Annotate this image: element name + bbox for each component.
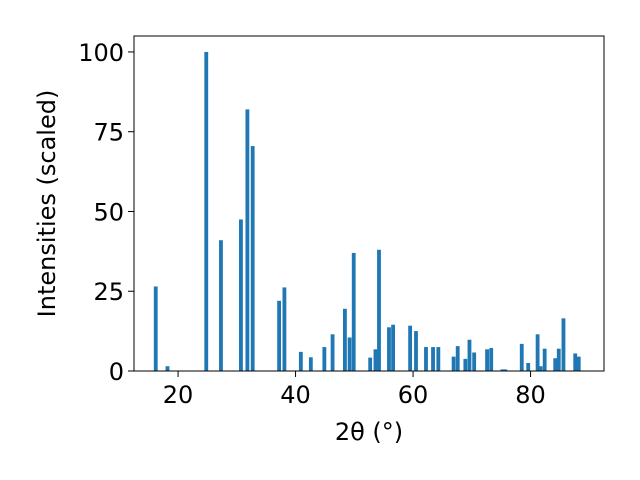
bar — [391, 324, 395, 371]
x-tick-label: 80 — [515, 381, 546, 409]
x-tick-label: 40 — [280, 381, 311, 409]
bar — [472, 352, 477, 371]
bars — [153, 51, 581, 371]
bar — [298, 351, 303, 371]
bar — [535, 334, 540, 371]
bar — [347, 337, 352, 371]
bar — [542, 348, 547, 371]
bar — [387, 327, 391, 371]
bar — [485, 349, 489, 371]
bar — [282, 287, 287, 371]
bar — [519, 343, 524, 371]
bar — [431, 347, 435, 371]
bar — [377, 249, 381, 371]
bar — [451, 356, 456, 371]
bar — [343, 308, 347, 371]
x-axis-label: 2θ (°) — [335, 418, 403, 446]
bar — [573, 353, 578, 371]
bar — [239, 219, 243, 371]
bar — [455, 346, 460, 371]
bar — [330, 334, 335, 371]
y-tick-label: 0 — [109, 358, 124, 386]
bar — [503, 369, 508, 371]
bar — [489, 348, 494, 371]
plot-frame — [133, 35, 605, 372]
bar — [368, 357, 373, 371]
bar — [538, 366, 543, 371]
y-tick-label: 100 — [78, 39, 124, 67]
y-tick-label: 25 — [93, 278, 124, 306]
bar — [414, 331, 418, 371]
bar — [556, 348, 561, 371]
bar — [424, 347, 428, 371]
bar — [463, 358, 468, 371]
bar — [204, 51, 209, 371]
bar — [351, 252, 356, 371]
bar — [219, 240, 223, 371]
bar — [373, 349, 378, 371]
y-tick-label: 75 — [93, 119, 124, 147]
bar — [500, 369, 505, 371]
bar — [408, 325, 413, 371]
bar — [308, 357, 313, 371]
y-tick-label: 50 — [93, 198, 124, 226]
bar — [250, 146, 255, 371]
bar — [165, 366, 170, 371]
bar — [526, 363, 531, 371]
x-tick-label: 60 — [398, 381, 429, 409]
bar — [322, 347, 327, 371]
y-axis-ticks: 0 25 50 75 100 — [78, 39, 134, 386]
bar — [277, 300, 282, 371]
bar — [245, 109, 250, 371]
bar — [153, 286, 158, 371]
bar — [436, 347, 441, 371]
bar — [576, 356, 581, 371]
x-axis-ticks: 20 40 60 80 — [163, 371, 546, 409]
bar — [553, 358, 558, 371]
bar — [467, 339, 472, 371]
y-axis-label: Intensities (scaled) — [33, 90, 61, 318]
x-tick-label: 20 — [163, 381, 194, 409]
bar — [561, 318, 566, 371]
